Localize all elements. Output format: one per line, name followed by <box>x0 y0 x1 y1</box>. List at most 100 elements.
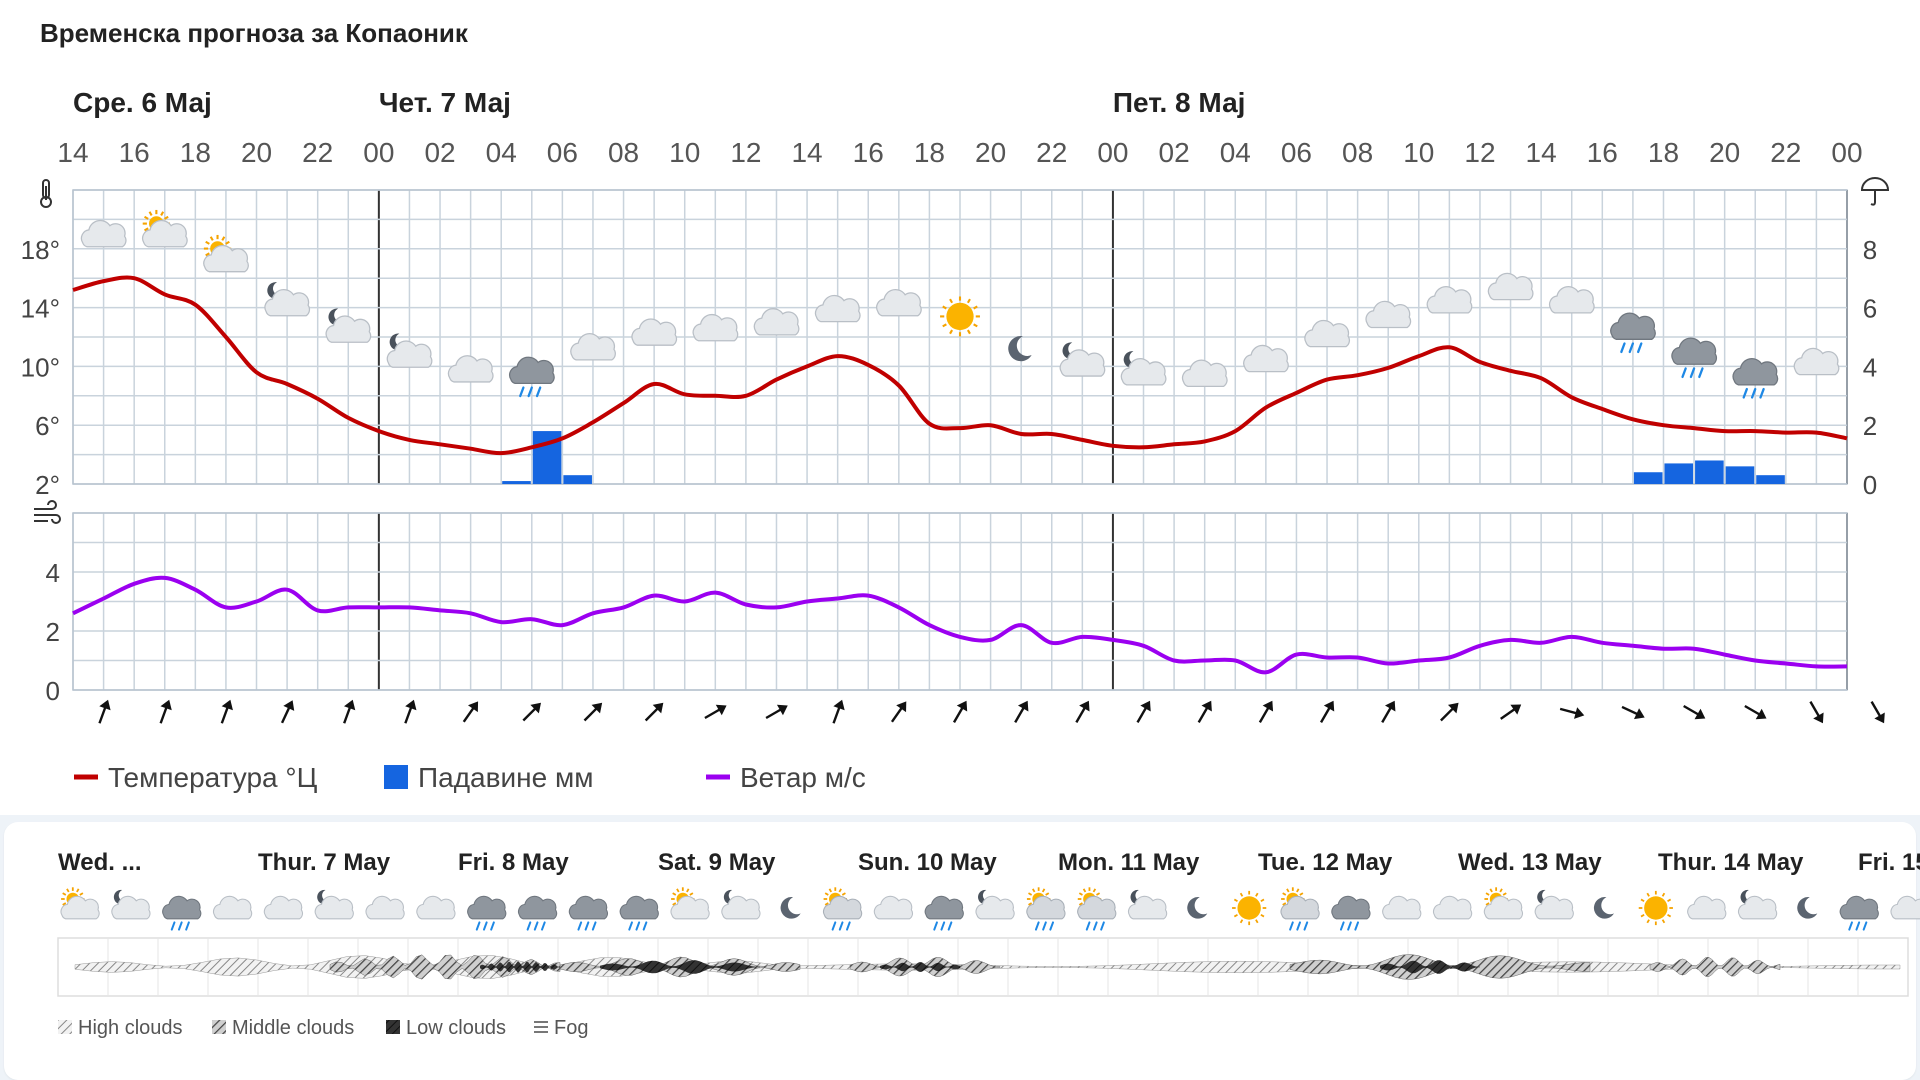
sun-icon <box>940 296 980 337</box>
weather-icons <box>80 209 1840 399</box>
wind-arrow <box>1559 707 1585 719</box>
cloud-legend: High clouds Middle clouds Low clouds Fog <box>58 1017 588 1039</box>
cloud-icon <box>1890 895 1920 920</box>
cloud-icon <box>365 895 405 920</box>
wind-arrow <box>1744 704 1767 720</box>
hour-tick-label: 08 <box>1342 137 1373 168</box>
hour-tick-label: 08 <box>608 137 639 168</box>
wind-arrow <box>1440 702 1459 722</box>
wind-arrow <box>1870 701 1885 724</box>
rain-cloud-icon <box>1732 358 1779 399</box>
hour-tick-label: 12 <box>1464 137 1495 168</box>
wind-arrow <box>1319 700 1335 723</box>
cloud-icon <box>631 318 678 346</box>
wind-arrow <box>220 699 233 724</box>
wind-arrow <box>1683 704 1706 720</box>
sun-icon <box>1638 890 1673 926</box>
hour-tick-label: 18 <box>914 137 945 168</box>
day-labels: Сре. 6 Мај Чет. 7 Мај Пет. 8 Мај <box>73 87 1245 118</box>
ten-day-label: Thur. 7 May <box>258 849 391 876</box>
moon-cloud-icon <box>1120 351 1167 386</box>
wind-arrow <box>832 699 845 724</box>
ten-day-label: Mon. 11 May <box>1058 849 1200 876</box>
moon-cloud-icon <box>1737 889 1778 920</box>
temperature-tick-label: 18° <box>21 235 60 265</box>
hour-tick-label: 22 <box>1036 137 1067 168</box>
precipitation-bar <box>563 475 592 484</box>
cloud-icon <box>1487 272 1534 301</box>
hour-tick-label: 06 <box>1281 137 1312 168</box>
hour-tick-label: 06 <box>547 137 578 168</box>
umbrella-icon <box>1860 177 1890 206</box>
rain-cloud-icon <box>509 356 555 398</box>
rain-cloud-icon <box>467 895 507 931</box>
page-title: Временска прогноза за Копаоник <box>40 18 468 48</box>
temperature-tick-label: 2° <box>35 470 60 500</box>
sun-cloud-rain-icon <box>1026 887 1066 931</box>
wind-tick-label: 2 <box>46 617 60 647</box>
wind-arrow <box>644 702 664 722</box>
hour-tick-label: 18 <box>1648 137 1679 168</box>
wind-line <box>72 575 1848 675</box>
hour-tick-label: 04 <box>1220 137 1251 168</box>
cloud-icon <box>1304 319 1351 348</box>
hour-tick-label: 16 <box>853 137 884 168</box>
moon-cloud-icon <box>111 889 151 920</box>
moon-cloud-icon <box>264 282 311 317</box>
precipitation-bar <box>1664 463 1694 484</box>
wind-icon <box>34 500 61 524</box>
rain-cloud-icon <box>1331 895 1371 931</box>
sun-cloud-icon <box>203 234 249 273</box>
thermometer-icon <box>40 179 52 208</box>
sun-cloud-icon <box>141 209 188 248</box>
moon-cloud-icon <box>1059 342 1106 377</box>
hour-tick-label: 16 <box>1587 137 1618 168</box>
ten-day-label: Fri. 8 May <box>458 849 569 876</box>
precipitation-tick-label: 6 <box>1863 294 1877 324</box>
precipitation-tick-label: 8 <box>1863 235 1877 265</box>
moon-icon <box>780 897 801 919</box>
rain-cloud-icon <box>619 895 659 931</box>
ten-day-label: Sun. 10 May <box>858 849 997 876</box>
wind-arrow <box>98 699 111 724</box>
legend-middle-clouds-swatch <box>212 1020 226 1034</box>
hour-tick-label: 14 <box>57 137 88 168</box>
moon-icon <box>1593 897 1614 919</box>
moon-icon <box>1187 897 1208 919</box>
ten-day-label: Tue. 12 May <box>1258 849 1393 876</box>
meteogram-chart: Сре. 6 Мај Чет. 7 Мај Пет. 8 Мај 14 16 18 20 2… <box>21 87 1890 793</box>
precipitation-axis: 0 2 4 6 8 <box>1863 235 1877 500</box>
ten-day-label: Wed. ... <box>58 849 142 876</box>
hour-tick-label: 14 <box>791 137 822 168</box>
day-label: Пет. 8 Мај <box>1113 87 1246 118</box>
wind-arrow <box>1621 705 1645 720</box>
wind-arrow <box>462 701 479 723</box>
precipitation-tick-label: 0 <box>1863 470 1877 500</box>
hour-tick-label: 02 <box>424 137 455 168</box>
ten-day-icons <box>60 887 1920 931</box>
ten-day-label: Wed. 13 May <box>1458 849 1602 876</box>
precipitation-bar <box>502 481 531 484</box>
cloud-icon <box>1181 359 1228 387</box>
wind-arrow <box>1500 704 1522 720</box>
cloud-icon <box>1793 347 1840 376</box>
hour-tick-label: 02 <box>1159 137 1190 168</box>
wind-arrow <box>343 699 356 724</box>
sun-cloud-icon <box>60 887 100 920</box>
wind-axis: 0 2 4 <box>46 558 60 706</box>
precipitation-tick-label: 4 <box>1863 352 1877 382</box>
cloud-icon <box>814 294 861 323</box>
precipitation-bar <box>1633 472 1663 484</box>
legend-fog: Fog <box>554 1017 588 1039</box>
hour-tick-label: 00 <box>1097 137 1128 168</box>
wind-frame <box>72 512 1848 691</box>
cloud-icon <box>416 895 456 920</box>
wind-arrow <box>1075 700 1090 723</box>
cloud-icon <box>212 895 253 920</box>
hour-tick-label: 18 <box>180 137 211 168</box>
wind-arrow <box>280 700 295 724</box>
temperature-frame <box>72 189 1848 485</box>
wind-arrow <box>1136 700 1151 723</box>
wind-arrow <box>583 702 603 722</box>
cloud-icon <box>1432 895 1473 920</box>
